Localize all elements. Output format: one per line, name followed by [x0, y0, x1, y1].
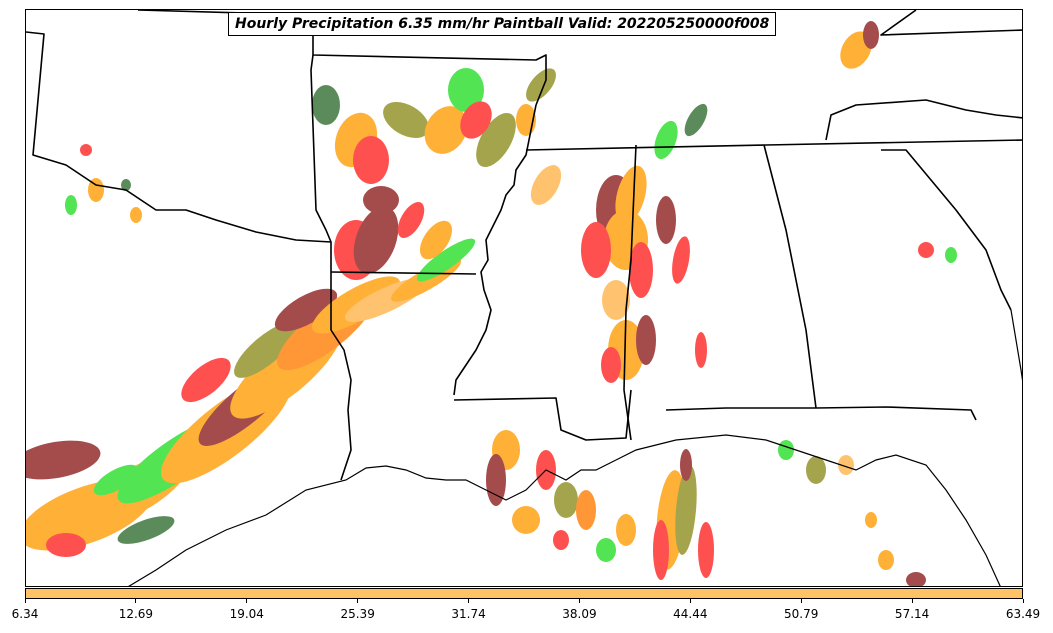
colorbar-tick: [578, 599, 580, 603]
precipitation-map: [26, 10, 1022, 586]
map-title: Hourly Precipitation 6.35 mm/hr Paintbal…: [228, 12, 777, 36]
colorbar-tick-label: 19.04: [229, 607, 264, 621]
colorbar-tick: [911, 599, 913, 603]
state-boundaries: [26, 10, 1022, 481]
colorbar-tick: [689, 599, 691, 603]
colorbar-tick-label: 63.49: [1005, 607, 1041, 621]
colorbar-tick-label: 57.14: [894, 607, 930, 621]
colorbar-tick-label: 6.34: [11, 607, 39, 621]
colorbar-tick-label: 25.39: [340, 607, 375, 621]
colorbar-tick: [800, 599, 802, 603]
map-panel: [25, 9, 1023, 587]
colorbar: [25, 588, 1023, 599]
colorbar-tick: [246, 599, 248, 603]
colorbar-tick: [135, 599, 137, 603]
colorbar-tick-label: 44.44: [673, 607, 708, 621]
colorbar-tick-label: 31.74: [451, 607, 486, 621]
gulf-coastline: [128, 309, 1022, 586]
colorbar-tick-label: 50.79: [784, 607, 819, 621]
colorbar-tick: [1022, 599, 1024, 603]
colorbar-tick-label: 12.69: [118, 607, 154, 621]
precipitation-paintballs: [26, 21, 957, 586]
colorbar-tick: [357, 599, 359, 603]
colorbar-tick: [24, 599, 26, 603]
colorbar-tick: [468, 599, 470, 603]
colorbar-tick-label: 38.09: [562, 607, 597, 621]
